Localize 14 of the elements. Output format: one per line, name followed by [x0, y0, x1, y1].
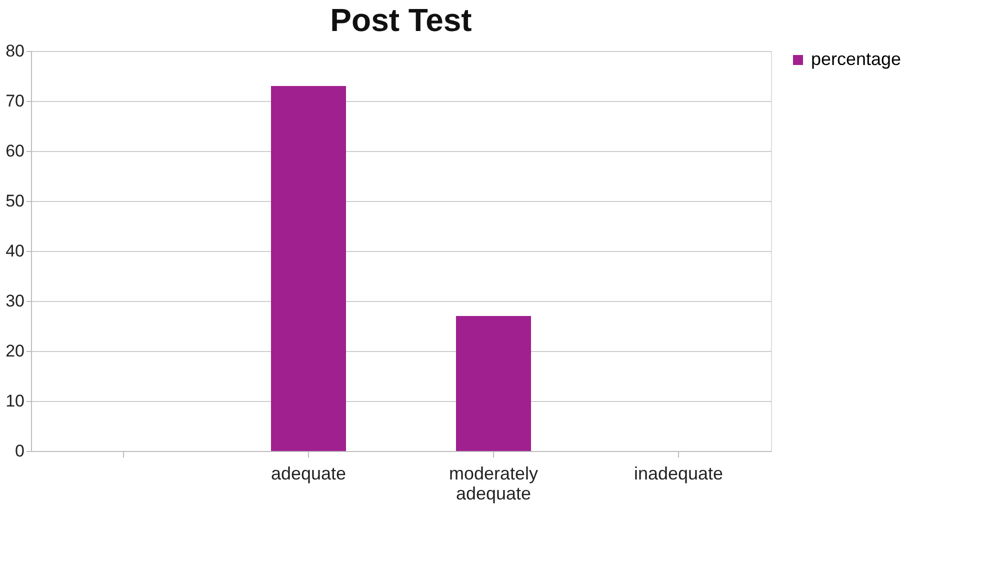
- x-tick-label: inadequate: [634, 464, 724, 484]
- x-tick-label: adequate: [270, 464, 346, 484]
- y-tick-label: 70: [6, 92, 24, 110]
- legend-label: percentage: [811, 49, 902, 69]
- y-tick-label: 30: [6, 292, 24, 310]
- y-tick-label: 20: [6, 342, 24, 360]
- y-tick-label: 50: [6, 192, 24, 210]
- chart-title: Post Test: [330, 2, 472, 38]
- x-tick-label: moderately adequate: [448, 464, 538, 504]
- y-tick-label: 80: [6, 42, 24, 60]
- y-tick-label: 40: [6, 242, 24, 260]
- y-tick-label: 10: [6, 392, 24, 410]
- y-tick-label: 0: [15, 442, 24, 460]
- y-tick-label: 60: [6, 142, 24, 160]
